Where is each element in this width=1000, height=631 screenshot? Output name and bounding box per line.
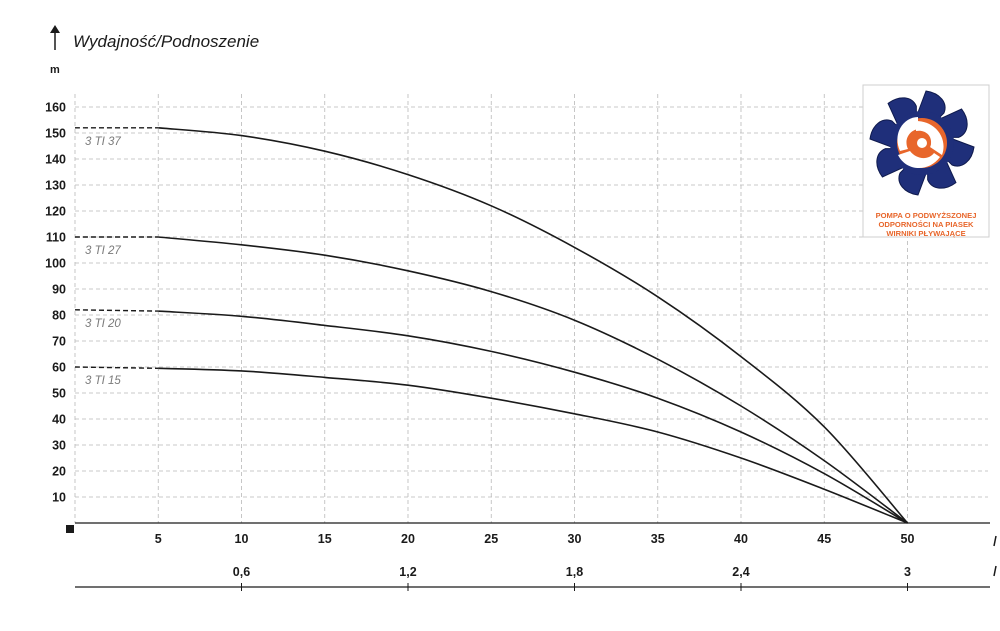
series-curve	[158, 236, 908, 524]
series-curve-dashed	[74, 366, 159, 369]
series-label: 3 TI 20	[85, 318, 121, 330]
y-tick-label: 40	[52, 413, 66, 427]
x-secondary-tick-label: 1,8	[566, 565, 583, 579]
y-tick-label: 60	[52, 361, 66, 375]
badge-line-3: WIRNIKI PŁYWAJĄCE	[886, 229, 965, 238]
y-tick-label: 160	[45, 101, 66, 115]
badge-line-1: POMPA O PODWYŻSZONEJ	[876, 211, 977, 220]
y-tick-label: 120	[45, 205, 66, 219]
x-axis-ticks: 5 10 15 20 25 30 35 40 45 50	[155, 532, 915, 546]
series-label: 3 TI 15	[85, 375, 121, 387]
x-tick-label: 5	[155, 532, 162, 546]
y-tick-label: 90	[52, 283, 66, 297]
x-secondary-tick-label: 3	[904, 565, 911, 579]
y-tick-label: 10	[52, 491, 66, 505]
x-tick-label: 45	[817, 532, 831, 546]
x-tick-label: 10	[235, 532, 249, 546]
up-arrow-icon	[50, 25, 60, 50]
series-curve	[158, 367, 908, 524]
x-axis-secondary-end-mark	[993, 565, 997, 577]
y-tick-label: 30	[52, 439, 66, 453]
x-tick-label: 20	[401, 532, 415, 546]
x-tick-label: 40	[734, 532, 748, 546]
origin-marker	[66, 525, 74, 533]
y-tick-label: 20	[52, 465, 66, 479]
chart-title: Wydajność/Podnoszenie	[73, 32, 259, 51]
y-tick-label: 110	[46, 231, 66, 245]
y-axis-unit: m	[50, 64, 60, 76]
y-tick-label: 150	[45, 127, 66, 141]
series-label: 3 TI 37	[85, 136, 121, 148]
x-secondary-tick-label: 2,4	[732, 565, 749, 579]
x-tick-label: 30	[568, 532, 582, 546]
y-tick-label: 140	[45, 153, 66, 167]
badge-line-2: ODPORNOŚCI NA PIASEK	[878, 220, 974, 229]
y-tick-label: 130	[45, 179, 66, 193]
x-secondary-tick-label: 0,6	[233, 565, 250, 579]
y-axis-ticks: 10 20 30 40 50 60 70 80 90 100 110 120 130 140 150 160	[45, 101, 66, 505]
series-label: 3 TI 27	[85, 245, 121, 257]
x-axis-end-mark	[993, 535, 997, 547]
x-tick-label: 15	[318, 532, 332, 546]
x-tick-label: 35	[651, 532, 665, 546]
impeller-icon	[869, 90, 975, 196]
x-axis-secondary-ticks: 0,6 1,2 1,8 2,4 3	[233, 565, 911, 591]
grid	[74, 94, 988, 523]
y-tick-label: 70	[52, 335, 66, 349]
x-tick-label: 50	[901, 532, 915, 546]
product-badge: POMPA O PODWYŻSZONEJ ODPORNOŚCI NA PIASE…	[862, 84, 990, 238]
x-tick-label: 25	[484, 532, 498, 546]
series-curve	[158, 310, 908, 524]
y-tick-label: 100	[45, 257, 66, 271]
series-curves	[74, 127, 909, 524]
series-curve	[158, 127, 909, 524]
x-secondary-tick-label: 1,2	[399, 565, 416, 579]
series-curve-dashed	[74, 309, 159, 312]
y-tick-label: 80	[52, 309, 66, 323]
series-labels: 3 TI 37 3 TI 27 3 TI 20 3 TI 15	[85, 136, 121, 387]
y-tick-label: 50	[52, 387, 66, 401]
